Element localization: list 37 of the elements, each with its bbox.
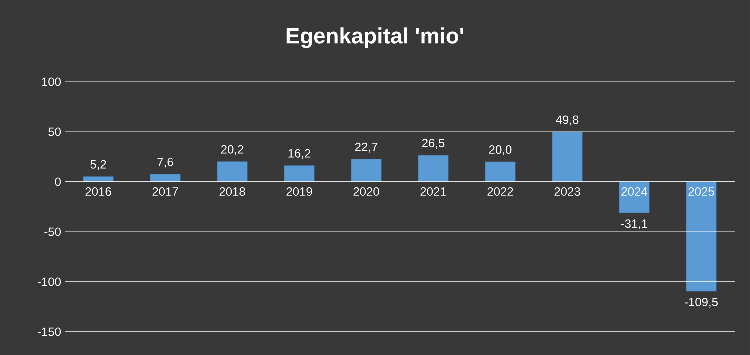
bar — [485, 162, 516, 182]
data-label: 7,6 — [158, 158, 174, 168]
data-label: 20,0 — [489, 146, 512, 156]
y-tick-label: -100 — [38, 278, 62, 286]
y-tick-label: -50 — [44, 228, 62, 236]
bar — [217, 162, 248, 182]
data-label: 26,5 — [422, 139, 445, 149]
x-tick-label: 2020 — [354, 188, 380, 196]
data-label: -31,1 — [621, 220, 648, 230]
bar — [686, 182, 717, 292]
bar — [619, 182, 650, 214]
x-tick-label: 2019 — [286, 188, 312, 196]
x-tick-label: 2024 — [622, 188, 648, 196]
data-label: 20,2 — [221, 145, 244, 156]
x-tick-label: 2023 — [554, 188, 580, 196]
bar — [150, 174, 181, 182]
x-tick-label: 2017 — [152, 188, 178, 196]
y-tick-label: 0 — [55, 178, 62, 186]
x-tick-label: 2025 — [688, 188, 714, 196]
data-label: 5,2 — [90, 160, 106, 170]
x-tick-label: 2021 — [420, 188, 446, 196]
chart-title: Egenkapital 'mio' — [286, 28, 464, 48]
y-tick-label: -150 — [38, 328, 62, 336]
bar — [351, 159, 382, 182]
data-label: -109,5 — [685, 298, 718, 308]
data-label: 16,2 — [288, 149, 311, 160]
data-label: 22,7 — [355, 142, 378, 153]
y-tick-label: 50 — [48, 128, 62, 136]
bar — [418, 155, 449, 182]
x-tick-label: 2022 — [488, 188, 514, 196]
data-label: 49,8 — [556, 116, 579, 126]
x-tick-label: 2016 — [86, 188, 112, 196]
bar — [552, 132, 583, 182]
bar — [284, 166, 315, 182]
x-tick-label: 2018 — [220, 188, 246, 196]
bar — [83, 176, 114, 182]
y-tick-label: 100 — [42, 78, 62, 86]
